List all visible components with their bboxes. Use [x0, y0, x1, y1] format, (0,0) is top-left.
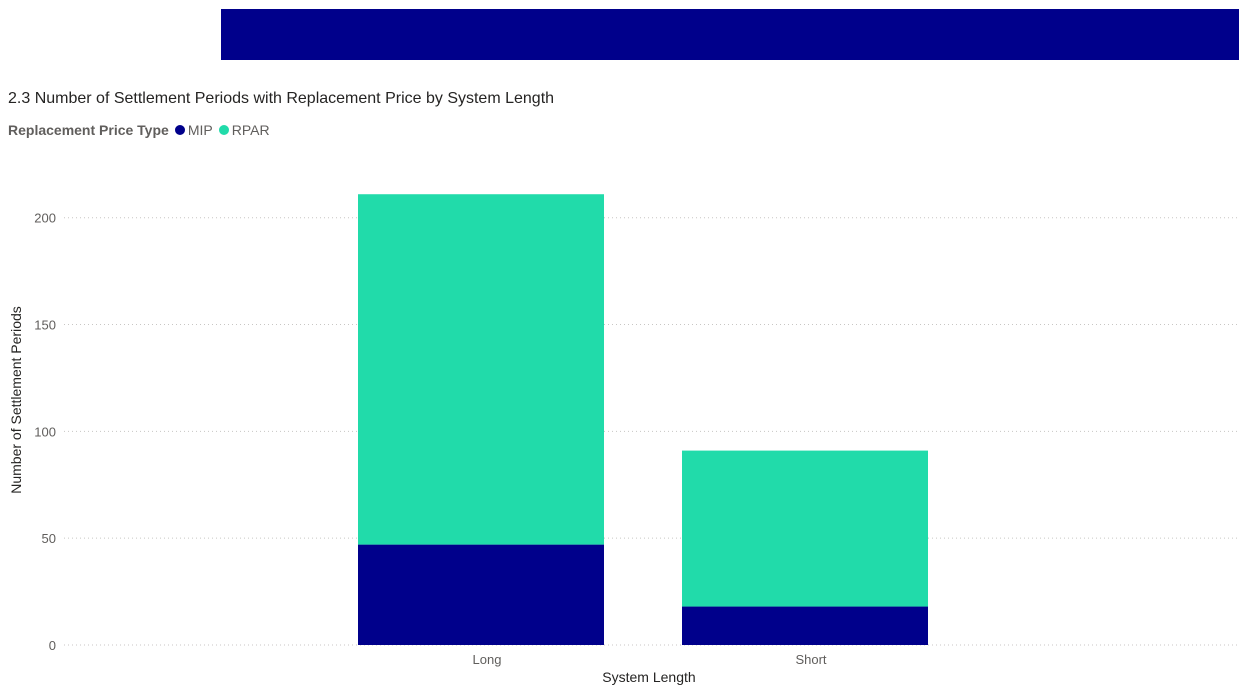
legend-dot-mip-icon [174, 125, 185, 135]
y-tick-label: 150 [34, 318, 56, 333]
y-tick-label: 100 [34, 424, 56, 439]
chart-title: 2.3 Number of Settlement Periods with Re… [8, 90, 555, 107]
y-tick-label: 50 [42, 531, 56, 546]
x-tick-label: Long [473, 652, 502, 667]
bar-mip-short[interactable] [682, 606, 928, 645]
x-tick-labels: Long Short [473, 652, 827, 667]
legend-label-rpar: RPAR [231, 122, 270, 138]
y-axis-title: Number of Settlement Periods [8, 306, 24, 494]
gridlines [64, 217, 1239, 646]
bars [358, 194, 928, 645]
x-tick-label: Short [795, 652, 826, 667]
y-tick-labels: 0 50 100 150 200 [34, 211, 56, 653]
legend-label-mip: MIP [187, 122, 213, 138]
legend-item-mip[interactable]: MIP [174, 122, 213, 138]
legend-title: Replacement Price Type [8, 122, 169, 138]
bar-mip-long[interactable] [358, 544, 604, 645]
y-tick-label: 200 [34, 211, 56, 226]
bar-rpar-short[interactable] [682, 450, 928, 607]
legend-item-rpar[interactable]: RPAR [218, 122, 270, 138]
y-tick-label: 0 [49, 638, 56, 653]
x-axis-title: System Length [602, 669, 695, 685]
top-banner [221, 9, 1239, 60]
bar-rpar-long[interactable] [358, 194, 604, 545]
legend: Replacement Price Type MIP RPAR [8, 122, 276, 138]
legend-dot-rpar-icon [218, 125, 229, 135]
